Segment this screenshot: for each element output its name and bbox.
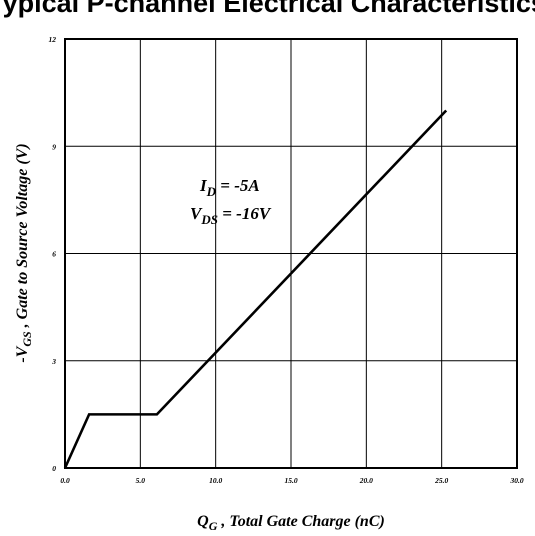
x-tick-label: 30.0 bbox=[509, 476, 523, 485]
y-tick-label: 0 bbox=[52, 464, 56, 473]
x-tick-label: 20.0 bbox=[359, 476, 373, 485]
y-axis-title: -VGS , Gate to Source Voltage (V) bbox=[14, 143, 34, 362]
x-tick-label: 5.0 bbox=[136, 476, 146, 485]
x-axis-title-main: Q bbox=[197, 513, 209, 530]
gate-charge-curve bbox=[63, 109, 448, 469]
y-axis-title-prefix: -V bbox=[14, 345, 31, 362]
x-tick-label: 10.0 bbox=[209, 476, 222, 485]
annotation-drain-current: ID = -5A bbox=[199, 176, 260, 199]
page-title: Typical P-channel Electrical Characteris… bbox=[0, 0, 535, 18]
x-axis-title-sub: G bbox=[209, 519, 218, 533]
annotation-id-main: I bbox=[199, 176, 208, 195]
y-tick-label: 9 bbox=[52, 142, 56, 151]
series-layer bbox=[63, 109, 448, 469]
annotation-drain-source-voltage: VDS = -16V bbox=[190, 204, 272, 227]
annotation-id-sub: D bbox=[206, 184, 217, 199]
x-axis-title: QG , Total Gate Charge (nC) bbox=[197, 513, 385, 533]
x-tick-label: 15.0 bbox=[284, 476, 297, 485]
annotation-vds-rest: = -16V bbox=[218, 204, 272, 223]
y-tick-label: 12 bbox=[49, 35, 57, 44]
y-axis-title-sub: GS bbox=[20, 331, 34, 347]
annotation-vds-sub: DS bbox=[200, 212, 218, 227]
annotation-id-rest: = -5A bbox=[216, 176, 260, 195]
x-axis-ticks: 0.0 5.0 10.0 15.0 20.0 25.0 30.0 bbox=[60, 476, 524, 485]
y-axis-ticks: 0 3 6 9 12 bbox=[49, 35, 57, 473]
annotation-vds-main: V bbox=[190, 204, 203, 223]
x-axis-title-rest: , Total Gate Charge (nC) bbox=[217, 513, 384, 530]
y-tick-label: 6 bbox=[52, 250, 56, 259]
grid-lines bbox=[65, 39, 517, 468]
x-tick-label: 25.0 bbox=[434, 476, 448, 485]
y-axis-title-rest: , Gate to Source Voltage (V) bbox=[14, 143, 31, 331]
x-tick-label: 0.0 bbox=[60, 476, 70, 485]
y-tick-label: 3 bbox=[51, 357, 56, 366]
